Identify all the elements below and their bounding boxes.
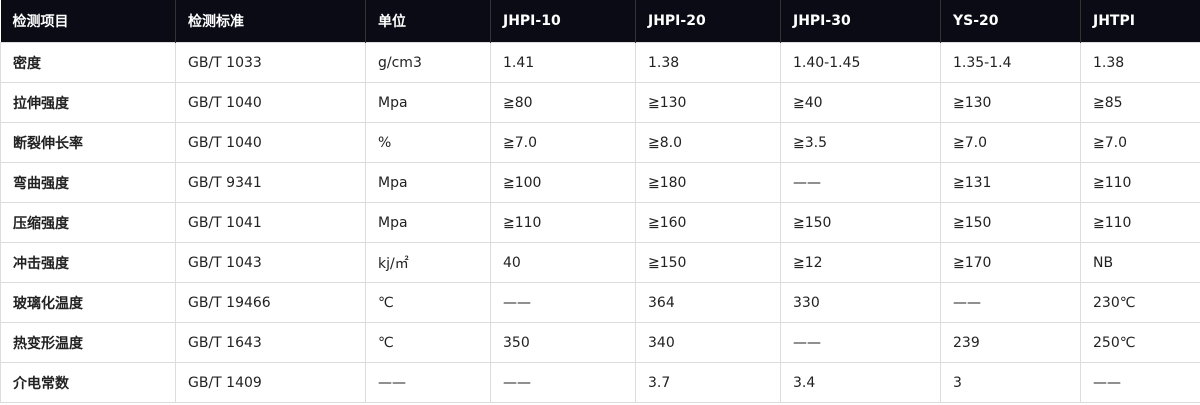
header-cell: 检测标准 <box>175 0 366 43</box>
table-cell: 1.38 <box>1080 42 1200 83</box>
table-cell: ≧12 <box>780 242 941 283</box>
table-cell: ℃ <box>365 282 491 323</box>
table-cell: —— <box>490 282 636 323</box>
table-cell: ≧150 <box>780 202 941 243</box>
table-cell: GB/T 1040 <box>175 122 366 163</box>
table-cell: 1.35-1.4 <box>940 42 1081 83</box>
table-row: 介电常数 GB/T 1409 —— —— 3.7 3.4 3 —— <box>0 362 1200 403</box>
header-cell: JHPI-10 <box>490 0 636 43</box>
table-cell: 250℃ <box>1080 322 1200 363</box>
table-cell: ≧180 <box>635 162 781 203</box>
table-cell: Mpa <box>365 202 491 243</box>
table-cell: ≧110 <box>490 202 636 243</box>
header-cell: 单位 <box>365 0 491 43</box>
table-cell: ≧80 <box>490 82 636 123</box>
table-cell: ≧7.0 <box>1080 122 1200 163</box>
table-row: 弯曲强度 GB/T 9341 Mpa ≧100 ≧180 —— ≧131 ≧110 <box>0 162 1200 203</box>
table-cell: ℃ <box>365 322 491 363</box>
table-cell: GB/T 1033 <box>175 42 366 83</box>
table-row: 断裂伸长率 GB/T 1040% ≧7.0 ≧8.0 ≧3.5 ≧7.0 ≧7.0 <box>0 122 1200 163</box>
table-cell: ≧130 <box>940 82 1081 123</box>
header-cell: JHTPI <box>1080 0 1200 43</box>
header-cell: 检测项目 <box>0 0 176 43</box>
table-cell: 230℃ <box>1080 282 1200 323</box>
table-cell: 340 <box>635 322 781 363</box>
table-cell: ≧8.0 <box>635 122 781 163</box>
table-cell: ≧110 <box>1080 202 1200 243</box>
table-cell: 1.40-1.45 <box>780 42 941 83</box>
table-cell: 330 <box>780 282 941 323</box>
table-cell: ≧7.0 <box>940 122 1081 163</box>
table-cell: 冲击强度 <box>0 242 176 283</box>
table-cell: —— <box>1080 362 1200 403</box>
table-cell: ≧7.0 <box>490 122 636 163</box>
table-row: 冲击强度 GB/T 1043 kj/㎡ 40 ≧150 ≧12 ≧170 NB <box>0 242 1200 283</box>
table-cell: Mpa <box>365 82 491 123</box>
table-cell: —— <box>365 362 491 403</box>
table-row: 玻璃化温度 GB/T 19466 ℃ —— 364 330 —— 230℃ <box>0 282 1200 323</box>
table-cell: g/cm3 <box>365 42 491 83</box>
table-cell: ≧150 <box>635 242 781 283</box>
table-cell: GB/T 1409 <box>175 362 366 403</box>
table-cell: 热变形温度 <box>0 322 176 363</box>
header-cell: JHPI-20 <box>635 0 781 43</box>
table-cell: 3.7 <box>635 362 781 403</box>
table-cell: 3.4 <box>780 362 941 403</box>
table-cell: % <box>365 122 491 163</box>
table-cell: ≧3.5 <box>780 122 941 163</box>
table-cell: 350 <box>490 322 636 363</box>
table-row: 拉伸强度 GB/T 1040 Mpa ≧80 ≧130 ≧40 ≧130 ≧85 <box>0 82 1200 123</box>
table-cell: Mpa <box>365 162 491 203</box>
table-cell: 介电常数 <box>0 362 176 403</box>
table-cell: 断裂伸长率 <box>0 122 176 163</box>
table-cell: 239 <box>940 322 1081 363</box>
table-cell: ≧160 <box>635 202 781 243</box>
header-cell: YS-20 <box>940 0 1081 43</box>
table-cell: —— <box>780 322 941 363</box>
table-cell: 1.41 <box>490 42 636 83</box>
table-cell: ≧170 <box>940 242 1081 283</box>
table-cell: ≧40 <box>780 82 941 123</box>
table-cell: GB/T 1043 <box>175 242 366 283</box>
table-cell: GB/T 1041 <box>175 202 366 243</box>
table-cell: ≧130 <box>635 82 781 123</box>
table-cell: ≧131 <box>940 162 1081 203</box>
table-cell: GB/T 9341 <box>175 162 366 203</box>
table-cell: —— <box>490 362 636 403</box>
table-cell: ≧150 <box>940 202 1081 243</box>
table-row: 压缩强度 GB/T 1041 Mpa ≧110 ≧160 ≧150 ≧150 ≧110 <box>0 202 1200 243</box>
table-row: 密度 GB/T 1033 g/cm3 1.41 1.38 1.40-1.45 1.35-1.… <box>0 42 1200 83</box>
table-cell: ≧85 <box>1080 82 1200 123</box>
table-cell: GB/T 19466 <box>175 282 366 323</box>
table-cell: 压缩强度 <box>0 202 176 243</box>
table-row: 热变形温度 GB/T 1643 ℃ 350 340 —— 239 250℃ <box>0 322 1200 363</box>
table-cell: GB/T 1040 <box>175 82 366 123</box>
table-cell: GB/T 1643 <box>175 322 366 363</box>
header-row: 检测项目 检测标准 单位 JHPI-10 JHPI-20 JHPI-30 YS-20 JHTP… <box>0 0 1200 43</box>
table-cell: ≧110 <box>1080 162 1200 203</box>
table-cell: —— <box>780 162 941 203</box>
table-cell: 弯曲强度 <box>0 162 176 203</box>
table-cell: 40 <box>490 242 636 283</box>
table-cell: ≧100 <box>490 162 636 203</box>
table-cell: 3 <box>940 362 1081 403</box>
table-cell: 玻璃化温度 <box>0 282 176 323</box>
table-cell: —— <box>940 282 1081 323</box>
table-cell: 拉伸强度 <box>0 82 176 123</box>
table-cell: 364 <box>635 282 781 323</box>
table-cell: 密度 <box>0 42 176 83</box>
table-cell: kj/㎡ <box>365 242 491 283</box>
header-cell: JHPI-30 <box>780 0 941 43</box>
table-body: 密度 GB/T 1033 g/cm3 1.41 1.38 1.40-1.45 1.35-1.… <box>0 42 1200 403</box>
table-cell: 1.38 <box>635 42 781 83</box>
table-cell: NB <box>1080 242 1200 283</box>
